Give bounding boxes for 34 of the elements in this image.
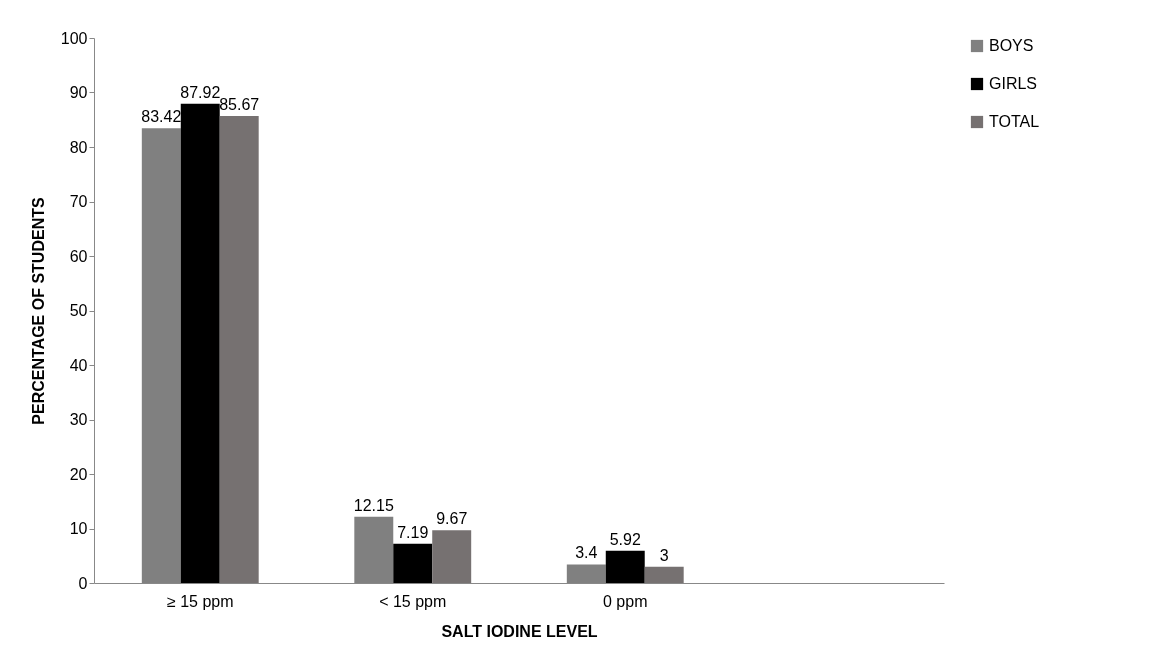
x-tick-label: ≥ 15 ppm	[166, 592, 234, 610]
data-label: 87.92	[180, 83, 221, 101]
bar	[644, 566, 684, 583]
y-tick-label: 30	[69, 411, 88, 428]
x-tick-label: < 15 ppm	[379, 592, 447, 610]
data-label: 9.67	[436, 510, 468, 528]
bar	[180, 103, 220, 583]
y-tick-label: 90	[69, 84, 88, 101]
y-axis-title: PERCENTAGE OF STUDENTS	[29, 197, 47, 425]
x-axis-title: SALT IODINE LEVEL	[441, 622, 598, 640]
bar	[432, 530, 472, 583]
bar	[393, 543, 433, 583]
x-tick-label: 0 ppm	[603, 592, 648, 610]
bar	[219, 116, 259, 583]
legend-label: GIRLS	[989, 75, 1038, 92]
data-label: 3.4	[575, 544, 598, 562]
legend-label: TOTAL	[989, 113, 1040, 130]
y-tick-label: 10	[69, 520, 88, 537]
bar	[605, 550, 645, 583]
y-tick-label: 100	[60, 29, 88, 47]
y-tick-label: 60	[69, 247, 88, 265]
data-label: 5.92	[609, 530, 641, 548]
legend-label: BOYS	[989, 37, 1034, 54]
data-label: 3	[659, 546, 669, 564]
y-tick-label: 20	[69, 465, 88, 483]
y-tick-label: 70	[69, 193, 88, 210]
data-label: 12.15	[353, 496, 394, 514]
data-label: 85.67	[219, 96, 260, 114]
data-label: 83.42	[141, 108, 182, 126]
y-tick-label: 50	[69, 302, 88, 319]
y-tick-label: 40	[69, 356, 88, 374]
data-label: 7.19	[397, 523, 429, 541]
y-tick-label: 80	[69, 138, 88, 156]
y-tick-label: 0	[78, 574, 88, 592]
